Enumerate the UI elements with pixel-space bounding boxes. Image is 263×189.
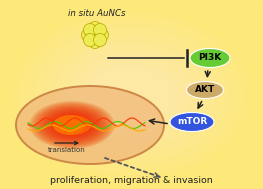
Text: translation: translation xyxy=(48,147,86,153)
Text: PI3K: PI3K xyxy=(198,53,222,63)
Ellipse shape xyxy=(32,102,113,148)
Ellipse shape xyxy=(48,111,97,139)
Ellipse shape xyxy=(33,103,110,147)
Ellipse shape xyxy=(38,105,107,145)
Ellipse shape xyxy=(53,115,91,135)
Ellipse shape xyxy=(45,110,99,140)
Circle shape xyxy=(89,22,102,35)
Text: in situ AuNCs: in situ AuNCs xyxy=(68,9,126,18)
Ellipse shape xyxy=(29,101,114,149)
Ellipse shape xyxy=(53,114,90,136)
Text: AKT: AKT xyxy=(195,85,215,94)
Ellipse shape xyxy=(190,49,230,67)
Circle shape xyxy=(89,36,102,49)
Ellipse shape xyxy=(186,81,224,98)
Circle shape xyxy=(95,29,109,42)
Ellipse shape xyxy=(16,86,164,164)
Ellipse shape xyxy=(43,109,100,141)
Circle shape xyxy=(94,33,107,46)
Circle shape xyxy=(83,23,97,36)
Ellipse shape xyxy=(39,106,104,143)
Text: proliferation, migration & invasion: proliferation, migration & invasion xyxy=(50,176,213,185)
Ellipse shape xyxy=(52,113,93,137)
Ellipse shape xyxy=(53,115,91,135)
Text: mTOR: mTOR xyxy=(177,118,207,126)
Circle shape xyxy=(82,29,94,42)
Ellipse shape xyxy=(36,104,109,146)
Ellipse shape xyxy=(42,108,103,142)
Circle shape xyxy=(89,29,102,42)
Circle shape xyxy=(94,23,107,36)
Ellipse shape xyxy=(49,112,94,138)
Ellipse shape xyxy=(53,115,85,135)
Ellipse shape xyxy=(170,112,214,132)
Ellipse shape xyxy=(55,115,89,135)
Circle shape xyxy=(83,33,97,46)
